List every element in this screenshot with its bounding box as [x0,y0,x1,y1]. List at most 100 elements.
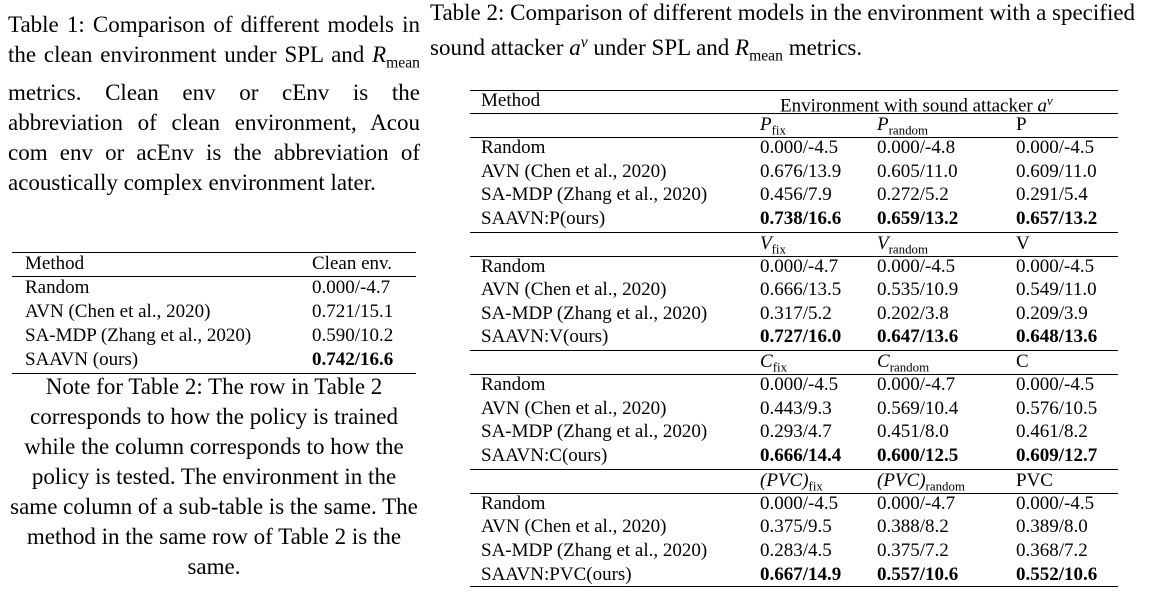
method-cell: SAAVN:P(ours) [481,207,606,229]
caption-text: ν [580,34,588,51]
value-cell: 0.535/10.9 [877,279,959,301]
column-label: Crandom [877,351,929,379]
rule [470,255,1118,257]
column-label: Vfix [760,233,786,261]
column-symbol: P [1016,114,1027,135]
value-cell: 0.283/4.5 [760,540,832,561]
bold-text: 0.738/16.6 [760,207,842,229]
column-sub: fix [772,359,788,375]
table1-caption: Table 1: Comparison of different models … [8,10,420,198]
caption-text: a [569,34,581,60]
rule [470,113,1118,114]
method-cell: SAAVN:PVC(ours) [481,563,632,585]
caption-text: R [372,42,387,67]
method-cell: Random [481,492,546,514]
column-symbol: C [1016,351,1029,373]
rule [470,231,1118,233]
column-label: (PVC)random [877,470,965,498]
value-cell: 0.317/5.2 [760,302,832,324]
column-symbol: P [877,114,889,135]
method-cell: Random [25,277,90,298]
value-cell: 0.375/9.5 [760,516,832,538]
column-sub: fix [771,122,786,138]
column-sub: random [925,478,965,494]
value-cell: 0.648/13.6 [1016,326,1097,348]
column-symbol: C [877,351,890,373]
value-cell: 0.557/10.6 [877,564,958,586]
method-cell: Random [481,255,546,277]
value-cell: 0.000/-4.5 [760,374,839,396]
column-label: Prandom [877,114,928,142]
value-cell: 0.291/5.4 [1016,184,1088,206]
column-symbol: V [760,232,772,254]
column-label: Vrandom [877,233,928,261]
value-cell: 0.368/7.2 [1016,540,1088,561]
caption-text: mean [749,47,783,65]
value-cell: 0.590/10.2 [312,325,394,346]
method-cell: AVN (Chen et al., 2020) [481,516,667,538]
value-cell: 0.676/13.9 [760,160,842,182]
rule [12,252,416,253]
value-cell: 0.000/-4.7 [760,255,839,277]
rule [470,492,1118,494]
header-cell: Method [481,90,541,111]
method-cell: SA-MDP (Zhang et al., 2020) [481,421,708,443]
header-text: Environment with sound attacker [780,95,1038,117]
bold-text: 0.667/14.9 [760,563,842,585]
method-cell: SAAVN (ours) [25,349,139,370]
column-label: Cfix [760,351,787,379]
method-cell: AVN (Chen et al., 2020) [481,397,667,419]
value-cell: 0.000/-4.5 [1016,137,1095,158]
value-cell: 0.000/-4.5 [877,255,956,277]
bold-text: 0.742/16.6 [312,349,394,370]
value-cell: 0.659/13.2 [877,208,958,230]
value-cell: 0.000/-4.5 [760,137,839,158]
value-cell: 0.388/8.2 [877,516,949,538]
value-cell: 0.647/13.6 [877,326,958,348]
column-label: Pfix [760,114,786,142]
caption-text: metrics. [782,34,863,60]
bold-text: 0.727/16.0 [760,326,842,348]
value-cell: 0.000/-4.5 [1016,492,1095,514]
bold-text: 0.647/13.6 [877,326,959,348]
column-symbol: V [877,232,889,254]
value-cell: 0.727/16.0 [760,326,841,348]
column-symbol: PVC [1016,469,1053,491]
column-label: V [1016,233,1030,255]
rule [470,350,1118,352]
value-cell: 0.000/-4.7 [312,277,391,298]
column-sub: fix [808,478,823,494]
value-cell: 0.461/8.2 [1016,421,1088,443]
method-cell: Random [481,137,546,158]
bold-text: 0.600/12.5 [877,445,959,466]
method-cell: AVN (Chen et al., 2020) [481,160,667,182]
column-sub: fix [771,241,786,257]
caption-text: metrics. Clean env or cEnv is the abbrev… [8,80,420,196]
column-symbol: P [760,114,772,135]
method-cell: SA-MDP (Zhang et al., 2020) [481,184,708,206]
column-symbol: V [1016,232,1030,254]
value-cell: 0.657/13.2 [1016,208,1097,230]
value-cell: 0.202/3.8 [877,302,949,324]
value-cell: 0.000/-4.5 [1016,255,1095,277]
rule [470,586,1118,588]
header-cell: Environment with sound attacker aν [780,90,1053,117]
method-cell: SA-MDP (Zhang et al., 2020) [481,540,708,561]
value-cell: 0.576/10.5 [1016,397,1098,419]
header-cell: Method [25,253,85,274]
value-cell: 0.605/11.0 [877,160,958,182]
bold-text: 0.552/10.6 [1016,563,1098,585]
caption-text: Table 1: Comparison of different models … [8,12,420,67]
method-cell: AVN (Chen et al., 2020) [481,279,667,301]
method-cell: SAAVN:V(ours) [481,326,609,348]
rule [12,276,416,277]
method-cell: Random [481,374,546,396]
value-cell: 0.609/12.7 [1016,445,1097,467]
value-cell: 0.375/7.2 [877,540,949,561]
value-cell: 0.549/11.0 [1016,279,1097,301]
column-sub: random [888,241,929,257]
value-cell: 0.389/8.0 [1016,516,1088,538]
column-label: (PVC)fix [760,470,823,498]
column-label: C [1016,351,1029,373]
